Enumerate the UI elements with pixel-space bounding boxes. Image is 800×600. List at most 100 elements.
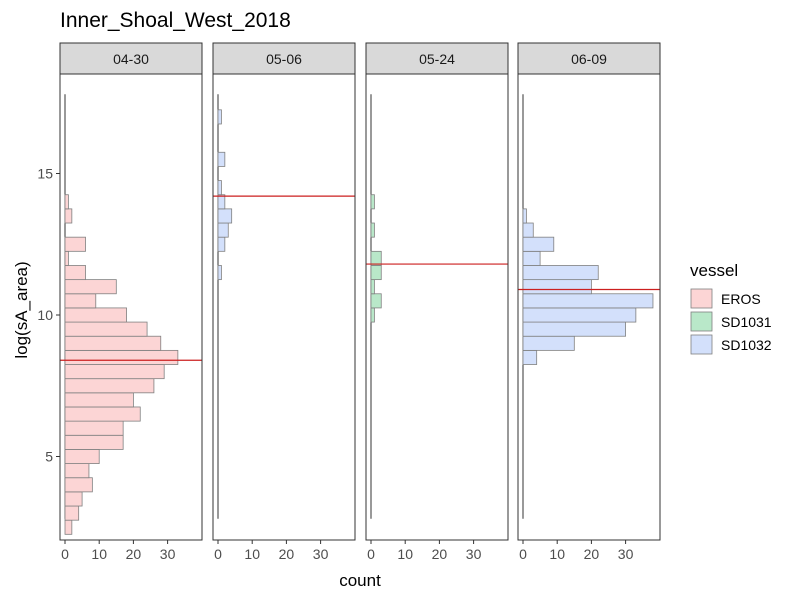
histogram-bar bbox=[217, 208, 233, 224]
histogram-bar bbox=[64, 378, 155, 394]
histogram-bar bbox=[370, 293, 382, 309]
histogram-bar bbox=[64, 406, 141, 422]
histogram-bar bbox=[217, 151, 226, 167]
histogram-bar bbox=[370, 307, 375, 323]
panel-background bbox=[213, 74, 355, 540]
y-tick-label: 15 bbox=[37, 166, 53, 182]
histogram-bar bbox=[64, 477, 93, 493]
y-axis: 5 10 15 bbox=[37, 166, 60, 465]
x-tick-label: 10 bbox=[244, 546, 260, 562]
x-tick-label: 0 bbox=[519, 546, 527, 562]
histogram-bar bbox=[64, 279, 117, 295]
legend-entry-eros: EROS bbox=[690, 288, 761, 309]
histogram-bar bbox=[64, 335, 162, 351]
histogram-bar bbox=[64, 236, 86, 252]
histogram-bar bbox=[522, 250, 541, 266]
facet-strip-label: 05-24 bbox=[419, 51, 455, 67]
legend-label: EROS bbox=[721, 291, 761, 307]
chart-title: Inner_Shoal_West_2018 bbox=[60, 9, 291, 32]
histogram-bar bbox=[370, 222, 375, 238]
panel-border bbox=[517, 73, 661, 541]
histogram-bar bbox=[64, 434, 124, 450]
histogram-bar bbox=[64, 208, 73, 224]
y-axis-title: log(sA_area) bbox=[12, 261, 31, 358]
legend-swatch bbox=[690, 311, 713, 332]
legend-swatch bbox=[690, 288, 713, 309]
legend-entry-sd1032: SD1032 bbox=[690, 334, 772, 355]
histogram-bar bbox=[217, 194, 226, 210]
legend-title: vessel bbox=[690, 261, 738, 280]
histogram-bar bbox=[64, 250, 69, 266]
histogram-bar bbox=[64, 194, 69, 210]
x-tick-label: 0 bbox=[367, 546, 375, 562]
histogram-bar bbox=[64, 463, 90, 479]
histogram-bar bbox=[522, 349, 538, 365]
histogram-bar bbox=[522, 236, 555, 252]
histogram-bar bbox=[217, 265, 222, 281]
facet-strip bbox=[212, 42, 356, 75]
histogram-bar bbox=[522, 222, 534, 238]
x-tick-label: 20 bbox=[279, 546, 295, 562]
histogram-bar bbox=[522, 335, 575, 351]
legend-label: SD1031 bbox=[721, 314, 772, 330]
histogram-bar bbox=[64, 420, 124, 436]
histogram-bar bbox=[370, 265, 382, 281]
histogram-bar bbox=[217, 109, 222, 125]
histogram-bar bbox=[64, 321, 148, 337]
panel-background bbox=[366, 74, 508, 540]
histogram-bar bbox=[522, 321, 626, 337]
x-tick-label: 30 bbox=[618, 546, 634, 562]
histogram-bar bbox=[522, 293, 654, 309]
histogram-bar bbox=[522, 307, 637, 323]
facet-panel-04-30: 04-30 0 10 20 30 bbox=[59, 42, 203, 562]
facet-panel-06-09: 06-09 0 10 20 30 bbox=[517, 42, 661, 562]
histogram-bar bbox=[522, 265, 599, 281]
facet-strip bbox=[59, 42, 203, 75]
histogram-bar bbox=[64, 519, 73, 535]
histogram-bar bbox=[217, 222, 229, 238]
histogram-bar bbox=[370, 250, 382, 266]
legend-swatch bbox=[690, 334, 713, 355]
legend: vessel EROS SD1031 SD1032 bbox=[690, 261, 772, 355]
y-tick-label: 10 bbox=[37, 307, 53, 323]
histogram-bar bbox=[64, 349, 179, 365]
x-tick-label: 10 bbox=[91, 546, 107, 562]
x-tick-label: 30 bbox=[466, 546, 482, 562]
x-tick-label: 20 bbox=[126, 546, 142, 562]
histogram-bar bbox=[370, 279, 375, 295]
legend-label: SD1032 bbox=[721, 337, 772, 353]
histogram-bar bbox=[64, 364, 165, 380]
x-tick-label: 30 bbox=[313, 546, 329, 562]
facet-strip-label: 05-06 bbox=[266, 51, 302, 67]
y-tick-label: 5 bbox=[45, 449, 53, 465]
panel-border bbox=[212, 73, 356, 541]
panel-border bbox=[59, 73, 203, 541]
histogram-bar bbox=[64, 449, 100, 464]
x-tick-label: 20 bbox=[584, 546, 600, 562]
histogram-bar bbox=[64, 307, 127, 323]
legend-entry-sd1031: SD1031 bbox=[690, 311, 772, 332]
facet-panel-05-06: 05-06 0 10 20 30 bbox=[212, 42, 356, 562]
histogram-bar bbox=[64, 491, 83, 507]
x-tick-label: 10 bbox=[397, 546, 413, 562]
x-tick-label: 30 bbox=[160, 546, 176, 562]
x-tick-label: 0 bbox=[214, 546, 222, 562]
facet-panel-05-24: 05-24 0 10 20 30 bbox=[365, 42, 509, 562]
histogram-bar bbox=[217, 236, 226, 252]
histogram-bar bbox=[370, 194, 375, 210]
facet-strip-label: 06-09 bbox=[571, 51, 607, 67]
x-tick-label: 20 bbox=[432, 546, 448, 562]
facet-strip-label: 04-30 bbox=[113, 51, 149, 67]
x-tick-label: 10 bbox=[549, 546, 565, 562]
histogram-bar bbox=[64, 293, 97, 309]
histogram-bar bbox=[522, 279, 592, 295]
histogram-bar bbox=[522, 208, 527, 224]
histogram-bar bbox=[64, 392, 134, 408]
histogram-bar bbox=[64, 505, 80, 521]
histogram-bar bbox=[64, 265, 86, 281]
x-tick-label: 0 bbox=[61, 546, 69, 562]
x-axis-title: count bbox=[339, 571, 381, 590]
histogram-bar bbox=[217, 180, 222, 196]
